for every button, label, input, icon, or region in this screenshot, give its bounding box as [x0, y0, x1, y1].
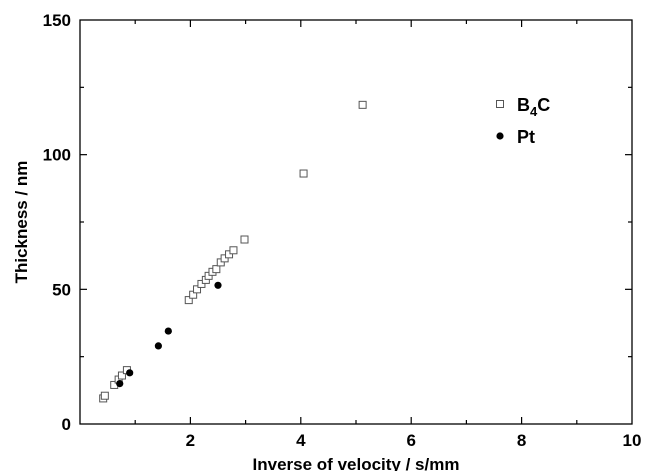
x-tick-label: 8 — [517, 431, 526, 450]
legend-marker — [496, 132, 504, 140]
plot-frame — [79, 19, 633, 425]
pt-point — [164, 327, 172, 335]
b4c-point — [299, 169, 308, 178]
x-axis-title: Inverse of velocity / s/mm — [253, 455, 460, 471]
series-b4c — [99, 100, 367, 403]
legend-marker — [496, 100, 504, 108]
b4c-point — [184, 296, 193, 305]
legend: B4C Pt — [496, 95, 550, 147]
x-tick-label: 10 — [623, 431, 642, 450]
b4c-point — [220, 254, 229, 263]
b4c-point — [117, 371, 126, 380]
pt-point — [214, 281, 222, 289]
legend-label: B4C — [517, 95, 550, 119]
y-tick-label: 50 — [52, 280, 71, 299]
b4c-point — [225, 250, 234, 259]
pt-point — [126, 369, 134, 377]
x-tick-label: 2 — [186, 431, 195, 450]
x-tick-label: 6 — [406, 431, 415, 450]
pt-point — [116, 380, 124, 388]
b4c-point — [100, 391, 109, 400]
b4c-point — [229, 246, 238, 255]
b4c-point — [240, 235, 249, 244]
series-pt — [116, 281, 222, 388]
y-axis-title: Thickness / nm — [12, 161, 31, 284]
data-points — [99, 100, 367, 403]
b4c-point — [212, 265, 221, 274]
plot-area — [79, 19, 633, 425]
pt-point — [154, 342, 162, 350]
b4c-point — [358, 100, 367, 109]
y-tick-label: 100 — [43, 146, 71, 165]
legend-label: Pt — [517, 127, 535, 147]
b4c-point — [197, 279, 206, 288]
y-tick-label: 0 — [62, 415, 71, 434]
y-tick-label: 150 — [43, 11, 71, 30]
b4c-point — [193, 285, 202, 294]
axis-ticks — [80, 20, 632, 424]
x-tick-label: 4 — [296, 431, 306, 450]
